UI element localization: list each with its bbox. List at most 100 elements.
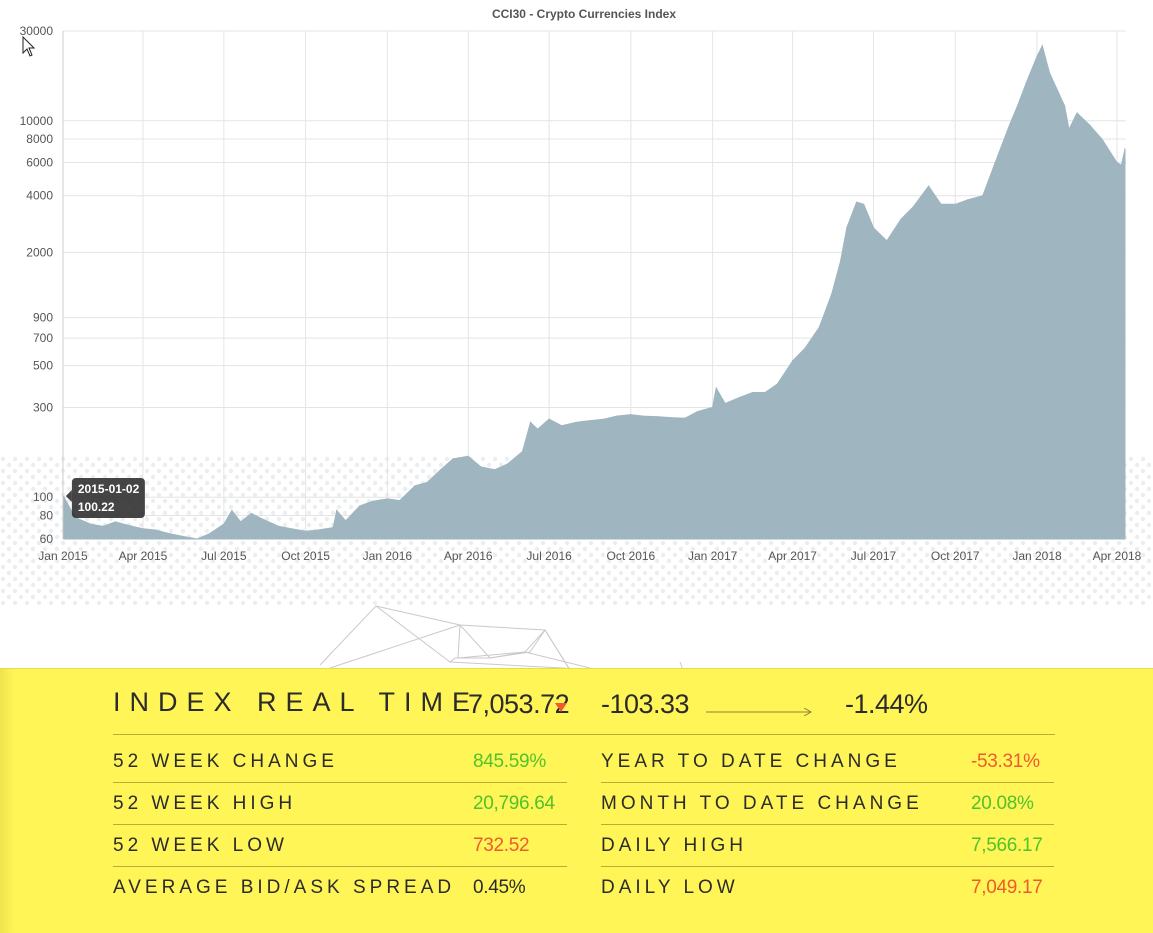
y-tick-label: 8000 (26, 132, 53, 146)
y-tick-label: 10000 (20, 114, 54, 128)
data-point (494, 469, 496, 471)
data-point (696, 411, 699, 413)
chart-svg[interactable]: 30000 10000 8000 6000 4000 2000 900 700 500 300 10… (0, 0, 1153, 610)
stat-label: MONTH TO DATE CHANGE (601, 793, 923, 814)
stat-value: 732.52 (473, 835, 530, 856)
data-point (537, 428, 539, 430)
data-point (1048, 72, 1051, 74)
data-point (752, 391, 754, 394)
data-point (63, 496, 65, 498)
data-point (154, 529, 156, 531)
data-point (846, 227, 848, 229)
data-point (831, 293, 833, 295)
data-point (872, 227, 875, 229)
data-point (1120, 164, 1122, 166)
data-point (181, 535, 183, 537)
data-point (345, 520, 347, 522)
data-point (386, 498, 388, 500)
data-point (642, 415, 644, 417)
data-point (863, 203, 865, 205)
chart-title: CCI30 - Crypto Currencies Index (492, 7, 676, 21)
x-tick-label: Apr 2016 (444, 549, 493, 563)
data-point (1036, 55, 1038, 58)
data-tooltip: 2015-01-02 100.22 (65, 478, 145, 518)
data-point (440, 469, 442, 471)
stat-label: 52 WEEK HIGH (113, 793, 297, 814)
data-point (1008, 124, 1011, 126)
index-chart[interactable]: 30000 10000 8000 6000 4000 2000 900 700 500 300 10… (0, 0, 1153, 610)
stat-value: 7,049.17 (971, 877, 1043, 898)
row-divider (113, 824, 567, 825)
data-point (467, 455, 469, 457)
y-tick-label: 4000 (26, 189, 53, 203)
data-point (359, 505, 361, 507)
data-point (102, 525, 104, 528)
data-point (1068, 128, 1070, 130)
data-point (452, 458, 454, 460)
data-point (1116, 162, 1118, 164)
x-tick-label: Oct 2017 (931, 549, 980, 563)
data-point (278, 525, 280, 528)
x-tick-label: Oct 2015 (281, 549, 330, 563)
tooltip-box (71, 478, 145, 518)
x-tick-label: Jul 2017 (851, 549, 897, 563)
data-point (240, 521, 242, 523)
data-point (1101, 138, 1103, 140)
realtime-change: -103.33 (601, 689, 690, 719)
y-tick-label: 900 (33, 311, 53, 325)
decorative-network-lines (319, 605, 684, 670)
data-point (940, 203, 942, 205)
x-tick-label: Oct 2016 (607, 549, 656, 563)
y-tick-label: 2000 (26, 245, 53, 259)
data-point (856, 201, 858, 203)
data-point (561, 425, 563, 427)
data-point (371, 500, 373, 502)
data-point (480, 466, 482, 468)
data-point (994, 162, 996, 164)
data-point (196, 538, 198, 540)
x-tick-label: Jul 2016 (526, 549, 572, 563)
stat-value: 0.45% (473, 877, 526, 898)
data-point (290, 528, 292, 530)
data-point (576, 421, 578, 423)
data-point (332, 527, 334, 529)
data-point (529, 421, 532, 423)
tooltip-pointer (65, 490, 72, 502)
data-point (1041, 45, 1043, 47)
data-point (792, 360, 794, 362)
data-point (426, 481, 428, 483)
y-tick-label: 6000 (26, 156, 53, 170)
data-point (336, 509, 338, 512)
row-divider (601, 782, 1054, 783)
stat-label: 52 WEEK CHANGE (113, 751, 338, 772)
data-point (399, 500, 401, 502)
data-point (724, 402, 726, 405)
stat-value: 20.08% (971, 793, 1034, 814)
data-point (588, 420, 590, 422)
data-point (603, 418, 605, 420)
x-tick-label: Jan 2017 (688, 549, 738, 563)
data-point (1064, 105, 1066, 107)
data-point (414, 485, 416, 487)
x-tick-label: Apr 2017 (768, 549, 817, 563)
stat-label: AVERAGE BID/ASK SPREAD (113, 877, 456, 898)
y-tick-label: 700 (33, 331, 53, 345)
data-point (305, 530, 307, 532)
data-point (89, 523, 92, 525)
y-tick-label: 100 (33, 490, 53, 504)
index-stats-panel: INDEX REAL TIME 7,053.72 -103.33 -1.44% … (0, 668, 1153, 933)
data-point (954, 203, 956, 205)
data-point (616, 415, 618, 417)
data-point (982, 195, 984, 197)
row-divider (113, 866, 567, 867)
y-tick-label: 30000 (20, 24, 54, 38)
divider (113, 734, 1055, 735)
stat-label: YEAR TO DATE CHANGE (601, 751, 901, 772)
data-point (928, 185, 930, 187)
data-point (886, 240, 888, 242)
data-point (1016, 105, 1019, 107)
data-point (548, 418, 550, 420)
x-tick-label: Apr 2018 (1093, 549, 1142, 563)
data-point (1124, 148, 1126, 150)
panel-edge-shadow (0, 669, 14, 933)
